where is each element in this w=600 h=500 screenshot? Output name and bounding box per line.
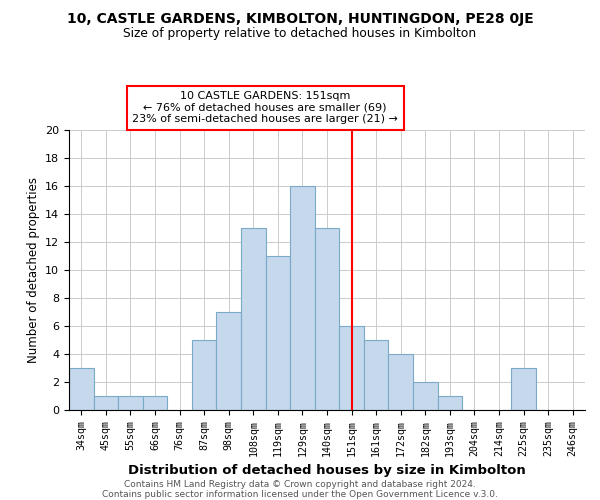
Bar <box>143 396 167 410</box>
Bar <box>364 340 388 410</box>
Bar <box>290 186 315 410</box>
Bar <box>413 382 437 410</box>
Text: Size of property relative to detached houses in Kimbolton: Size of property relative to detached ho… <box>124 28 476 40</box>
Bar <box>437 396 462 410</box>
Text: Contains HM Land Registry data © Crown copyright and database right 2024.: Contains HM Land Registry data © Crown c… <box>124 480 476 489</box>
Text: 10, CASTLE GARDENS, KIMBOLTON, HUNTINGDON, PE28 0JE: 10, CASTLE GARDENS, KIMBOLTON, HUNTINGDO… <box>67 12 533 26</box>
Bar <box>266 256 290 410</box>
Bar <box>388 354 413 410</box>
Bar <box>69 368 94 410</box>
Text: Contains public sector information licensed under the Open Government Licence v.: Contains public sector information licen… <box>102 490 498 499</box>
Bar <box>511 368 536 410</box>
Bar <box>241 228 266 410</box>
Bar <box>94 396 118 410</box>
Bar <box>118 396 143 410</box>
Bar <box>315 228 339 410</box>
Text: 10 CASTLE GARDENS: 151sqm
← 76% of detached houses are smaller (69)
23% of semi-: 10 CASTLE GARDENS: 151sqm ← 76% of detac… <box>132 91 398 124</box>
Bar <box>217 312 241 410</box>
X-axis label: Distribution of detached houses by size in Kimbolton: Distribution of detached houses by size … <box>128 464 526 477</box>
Y-axis label: Number of detached properties: Number of detached properties <box>26 177 40 363</box>
Bar <box>339 326 364 410</box>
Bar <box>192 340 217 410</box>
